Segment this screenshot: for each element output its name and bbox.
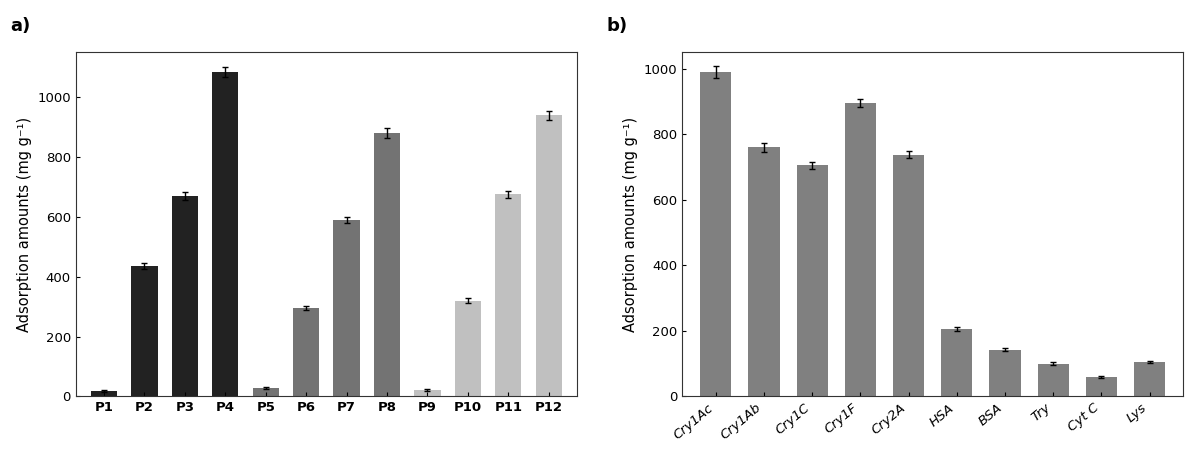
Bar: [797, 165, 828, 396]
Text: b): b): [607, 17, 628, 35]
Y-axis label: Adsorption amounts (mg g⁻¹): Adsorption amounts (mg g⁻¹): [623, 117, 638, 332]
Bar: [455, 301, 481, 396]
Bar: [989, 350, 1021, 396]
Bar: [1038, 364, 1069, 396]
Bar: [252, 388, 278, 396]
Text: a): a): [11, 17, 31, 35]
Bar: [131, 266, 157, 396]
Bar: [334, 220, 360, 396]
Bar: [293, 308, 319, 396]
Y-axis label: Adsorption amounts (mg g⁻¹): Adsorption amounts (mg g⁻¹): [17, 117, 31, 332]
Bar: [374, 133, 400, 396]
Bar: [91, 391, 118, 396]
Bar: [845, 103, 876, 396]
Bar: [941, 329, 972, 396]
Bar: [700, 72, 732, 396]
Bar: [1086, 377, 1117, 396]
Bar: [212, 72, 239, 396]
Bar: [749, 147, 780, 396]
Bar: [535, 115, 562, 396]
Bar: [1134, 362, 1165, 396]
Bar: [893, 155, 924, 396]
Bar: [496, 195, 521, 396]
Bar: [172, 196, 198, 396]
Bar: [414, 390, 440, 396]
